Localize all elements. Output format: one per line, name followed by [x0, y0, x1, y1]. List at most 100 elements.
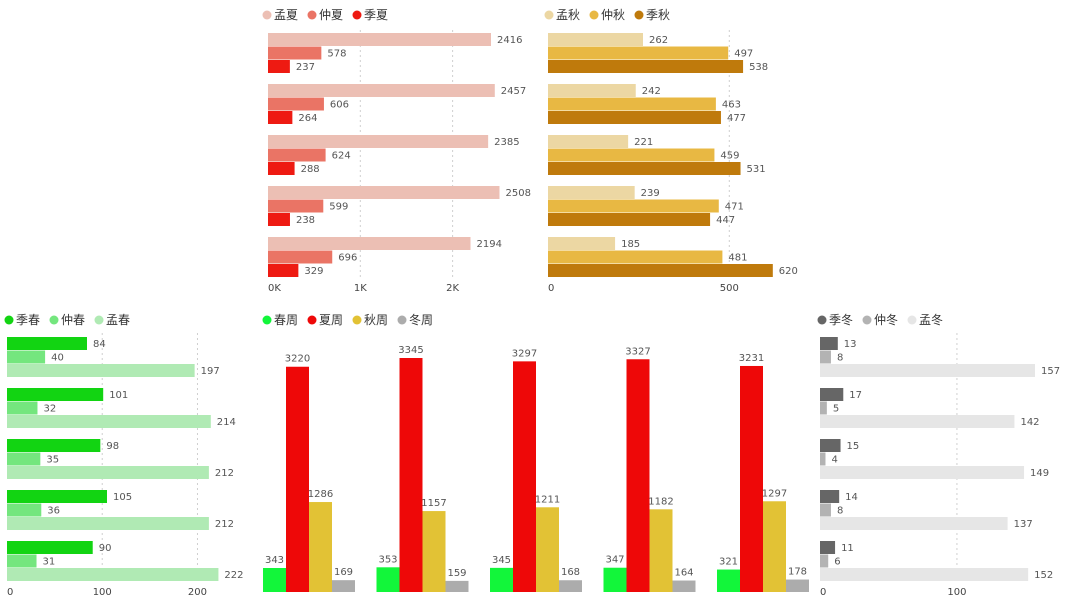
bar-summer-2-3	[268, 213, 290, 226]
data-label: 159	[447, 568, 466, 579]
legend-item-0: 孟夏	[262, 8, 298, 22]
legend-marker	[352, 315, 362, 325]
bar-seasons-3-0	[332, 580, 355, 592]
bar-autumn-1-2	[548, 148, 715, 162]
data-label: 3220	[285, 354, 310, 365]
x-tick-label: 0	[548, 283, 554, 294]
bar-seasons-1-0	[286, 366, 309, 592]
bar-summer-2-1	[268, 111, 293, 124]
legend-item-2: 孟春	[94, 313, 130, 327]
bar-spring-1-1	[7, 401, 38, 415]
bar-winter-1-2	[820, 452, 826, 466]
legend-marker	[94, 315, 104, 325]
data-label: 343	[265, 555, 284, 566]
bar-seasons-0-0	[263, 568, 286, 592]
bar-seasons-3-1	[445, 580, 469, 592]
bar-seasons-3-2	[559, 580, 582, 592]
bar-spring-1-3	[7, 503, 42, 517]
data-label: 152	[1034, 570, 1053, 581]
data-label: 264	[298, 113, 317, 124]
data-label: 105	[113, 492, 132, 503]
legend-marker	[307, 315, 317, 325]
data-label: 347	[605, 555, 624, 566]
data-label: 197	[201, 366, 220, 377]
data-label: 4	[831, 455, 837, 466]
data-label: 142	[1020, 417, 1039, 428]
data-label: 531	[747, 164, 766, 175]
bar-winter-0-3	[820, 490, 840, 503]
bar-summer-2-2	[268, 162, 295, 175]
data-label: 1157	[421, 498, 446, 509]
bar-winter-2-3	[820, 517, 1008, 530]
data-label: 538	[749, 62, 768, 73]
x-tick-label: 0	[7, 587, 13, 598]
data-label: 447	[716, 215, 735, 226]
bar-winter-1-3	[820, 503, 831, 517]
data-label: 15	[847, 441, 860, 452]
bar-winter-0-4	[820, 541, 836, 554]
bar-autumn-1-4	[548, 250, 723, 264]
data-label: 8	[837, 506, 843, 517]
bar-spring-0-3	[7, 490, 107, 503]
bar-seasons-0-3	[603, 567, 627, 592]
legend-label: 孟春	[106, 313, 130, 327]
legend-marker	[589, 10, 599, 20]
legend-label: 冬周	[409, 312, 433, 327]
data-label: 17	[849, 390, 862, 401]
chart-spring: 0 100 200 84 40 197 101 32 214 98 35 212 105 36 212 90 3…	[4, 313, 244, 598]
legend-marker	[862, 315, 872, 325]
legend-item-1: 仲冬	[862, 312, 898, 327]
data-label: 237	[296, 62, 315, 73]
data-label: 2457	[501, 86, 526, 97]
data-label: 35	[46, 455, 59, 466]
data-label: 36	[47, 506, 60, 517]
data-label: 13	[844, 339, 857, 350]
legend-item-0: 孟秋	[544, 8, 580, 22]
data-label: 497	[734, 49, 753, 60]
data-label: 3231	[739, 353, 764, 364]
data-label: 137	[1014, 519, 1033, 530]
legend-label: 季冬	[829, 312, 853, 327]
bar-spring-0-0	[7, 337, 87, 350]
bar-seasons-1-3	[626, 359, 650, 592]
bar-winter-1-1	[820, 401, 827, 415]
bar-autumn-1-0	[548, 46, 729, 60]
data-label: 98	[106, 441, 119, 452]
data-label: 221	[634, 137, 653, 148]
data-label: 481	[728, 253, 747, 264]
data-label: 477	[727, 113, 746, 124]
bar-summer-1-1	[268, 97, 324, 111]
legend-label: 孟秋	[556, 8, 580, 22]
data-label: 2416	[497, 35, 522, 46]
legend-label: 仲夏	[319, 8, 343, 22]
x-tick-label: 100	[93, 587, 112, 598]
bar-seasons-2-4	[763, 501, 786, 592]
legend-label: 仲春	[61, 313, 85, 327]
data-label: 214	[217, 417, 236, 428]
bar-winter-2-2	[820, 466, 1025, 479]
legend-marker	[397, 315, 407, 325]
bar-winter-2-0	[820, 364, 1035, 377]
data-label: 2194	[477, 239, 502, 250]
legend-item-0: 春周	[262, 313, 298, 327]
bar-winter-2-4	[820, 568, 1029, 581]
bar-autumn-1-1	[548, 97, 716, 111]
bar-spring-2-2	[7, 466, 209, 479]
data-label: 329	[304, 266, 323, 277]
data-label: 459	[720, 151, 739, 162]
bar-spring-1-4	[7, 554, 37, 568]
data-label: 321	[719, 557, 738, 568]
bar-seasons-0-1	[376, 567, 400, 592]
bar-spring-0-1	[7, 388, 104, 401]
data-label: 212	[215, 519, 234, 530]
bar-winter-1-0	[820, 350, 831, 364]
bar-seasons-2-3	[649, 509, 673, 592]
legend-marker	[907, 315, 917, 325]
bar-spring-0-2	[7, 439, 101, 452]
bar-seasons-1-1	[399, 358, 423, 592]
legend-label: 仲冬	[874, 312, 898, 327]
bar-summer-2-0	[268, 60, 290, 73]
data-label: 2385	[494, 137, 519, 148]
data-label: 14	[845, 492, 858, 503]
